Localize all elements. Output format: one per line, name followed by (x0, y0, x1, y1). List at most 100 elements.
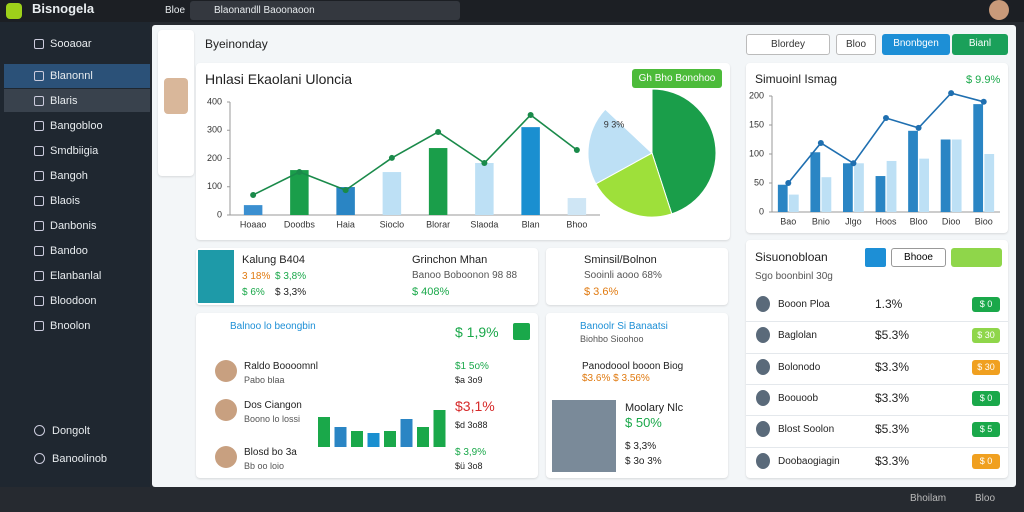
person-value: $ 50% (625, 415, 662, 430)
row-value: $3.3% (875, 359, 910, 374)
avatar (756, 389, 770, 406)
sidebar-selected (4, 64, 150, 88)
sidebar-icon (34, 196, 44, 206)
bar (951, 139, 962, 212)
sidebar-icon (34, 453, 45, 464)
row-name: Boouoob (778, 392, 819, 404)
point (883, 115, 889, 122)
sidebar-item: Banoolinob (52, 453, 108, 465)
profile-photo (164, 78, 188, 114)
button[interactable]: Bianl (952, 34, 1008, 55)
user-avatar[interactable] (989, 0, 1009, 20)
row-button[interactable]: $ 30 (972, 359, 1000, 375)
card-title: Balnoo lo beongbin (230, 321, 316, 332)
sidebar-item: Bloodoon (50, 295, 97, 307)
bar (334, 427, 347, 447)
x-tick-label: Bioo (975, 216, 993, 226)
point (817, 139, 824, 146)
stat: 3 18% (242, 271, 271, 282)
list-title: Sisuonobloan (755, 250, 828, 264)
checkbox[interactable] (865, 248, 886, 267)
point (785, 180, 792, 186)
x-tick-label: Slaoda (470, 219, 498, 229)
row-value: $3.3% (875, 390, 910, 405)
divider (746, 415, 1008, 417)
point (915, 124, 922, 131)
pie-slice (651, 88, 717, 215)
bar (908, 130, 918, 212)
row-name: Booon Ploa (778, 299, 830, 310)
x-tick-label: Bhoo (566, 219, 587, 229)
row-title: Panodoool booon Biog (582, 361, 684, 372)
card-subtitle: Biohbo Sioohoo (580, 334, 644, 344)
x-tick-label: Dioo (942, 216, 961, 226)
x-tick-label: Haia (336, 219, 355, 229)
avatar (215, 446, 237, 468)
stat: $ 3,3% (275, 287, 307, 298)
y-tick-label: 0 (759, 206, 764, 216)
bar (886, 160, 897, 212)
bar (433, 410, 446, 447)
footer-link[interactable]: Bloo (975, 493, 996, 504)
stat: $ 6% (242, 287, 265, 298)
avatar (756, 358, 770, 375)
search-box[interactable] (190, 1, 460, 20)
footer-link[interactable]: Bhoilam (910, 493, 947, 504)
chart-action[interactable]: Gh Bho Bonohoo (632, 69, 722, 88)
chart-change: $ 9.9% (966, 74, 1001, 86)
card-value: $ 408% (412, 286, 450, 298)
bar (428, 148, 448, 215)
button[interactable] (951, 248, 1002, 267)
bar (384, 431, 396, 447)
row-sub: Pabo blaa (244, 375, 285, 385)
y-tick-label: 200 (749, 90, 764, 100)
row-values: $3.6% $ 3.56% (582, 373, 650, 384)
y-tick-label: 50 (754, 177, 764, 187)
bar (788, 194, 799, 212)
avatar (756, 327, 770, 344)
button[interactable]: Bnonbgen (882, 34, 950, 55)
sidebar-item: Elanbanlal (50, 270, 102, 282)
row-sub: Bb oo loio (244, 461, 285, 471)
bar (810, 152, 821, 212)
sidebar-icon (34, 296, 44, 306)
menu[interactable]: Bloe (165, 5, 186, 16)
row-button[interactable]: $ 0 (972, 297, 1000, 312)
x-tick-label: Doodbs (284, 219, 316, 229)
row-button[interactable]: $ 0 (972, 390, 1000, 406)
dropdown[interactable]: Blordey (746, 34, 830, 55)
row-sub: Boono lo lossi (244, 414, 301, 424)
stat: $ 3,8% (275, 271, 307, 282)
row-name: Blost Soolon (778, 424, 835, 436)
button[interactable]: Bhooe (891, 248, 946, 267)
row-button[interactable]: $ 0 (972, 453, 1000, 469)
person-value: $ 3,3% (625, 441, 657, 452)
x-tick-label: Bloo (910, 216, 928, 226)
row-button[interactable]: $ 30 (972, 328, 1000, 344)
sidebar-item: Sooaoar (50, 38, 92, 50)
sidebar-icon (34, 146, 44, 156)
bar (919, 158, 929, 212)
card-value: $ 1,9% (455, 324, 499, 340)
line (252, 113, 578, 196)
x-tick-label: Blorar (426, 219, 450, 229)
checkbox[interactable] (513, 323, 530, 340)
row-name: Bolonodo (778, 361, 821, 373)
bar (777, 184, 788, 212)
avatar (215, 399, 237, 421)
row-button[interactable]: $ 5 (972, 422, 1000, 438)
pie-label: 9 3% (604, 119, 625, 129)
sidebar-item: Blanonnl (50, 70, 93, 82)
point (527, 111, 534, 118)
row-value: 1.3% (875, 297, 903, 311)
bar (854, 163, 864, 212)
button[interactable]: Bloo (836, 34, 876, 55)
row-value: $ 3,9% (455, 447, 487, 458)
pie-slice (587, 108, 653, 185)
sidebar-hover (4, 89, 150, 112)
row-value: $d 3o88 (455, 420, 488, 430)
sidebar-icon (34, 425, 45, 436)
sidebar-item: Bnoolon (50, 320, 91, 332)
sidebar-item: Danbonis (50, 220, 97, 232)
pie-slice (604, 88, 653, 155)
